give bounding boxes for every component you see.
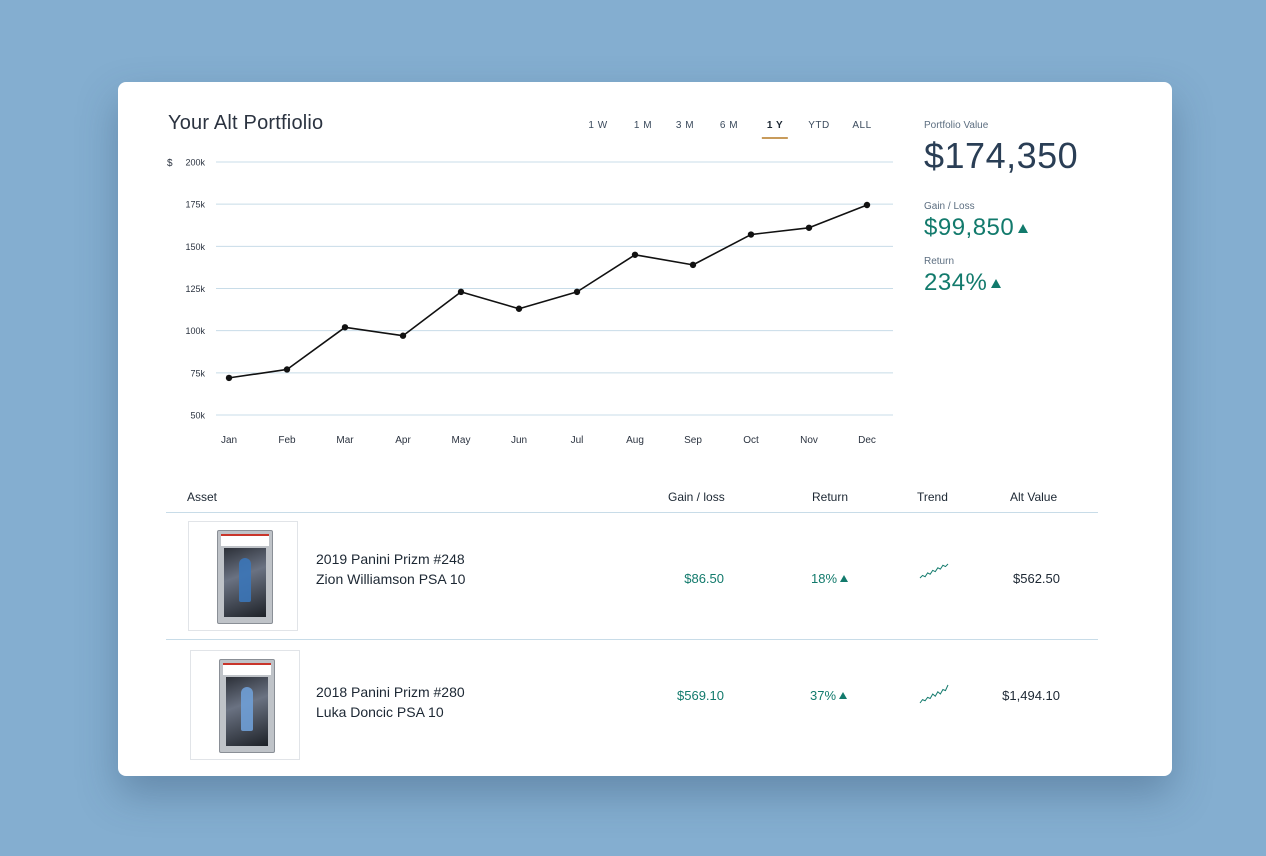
asset-name-line1: 2019 Panini Prizm #248 — [316, 551, 465, 567]
return-row: 234% — [924, 269, 1078, 297]
y-tick-label: 50k — [190, 411, 205, 421]
portfolio-summary: Portfolio Value $174,350 Gain / Loss $99… — [924, 120, 1078, 297]
portfolio-value-label: Portfolio Value — [924, 120, 989, 131]
x-tick-label: Mar — [336, 435, 354, 446]
x-tick-label: Jan — [221, 435, 237, 446]
range-tab-3m[interactable]: 3 M — [675, 120, 695, 131]
y-tick-label: 150k — [185, 242, 205, 252]
data-point — [399, 332, 407, 339]
asset-name-line2: Zion Williamson PSA 10 — [316, 571, 466, 587]
trend-sparkline — [919, 563, 949, 579]
header-trend[interactable]: Trend — [917, 490, 948, 504]
x-tick-label: Feb — [278, 435, 296, 446]
y-tick-label: 125k — [185, 284, 205, 294]
graded-card-image — [219, 659, 275, 753]
return-cell: 37% — [810, 688, 848, 703]
data-point — [283, 366, 291, 373]
data-point — [225, 374, 233, 382]
gain-loss-row: $99,850 — [924, 214, 1078, 242]
x-tick-label: Sep — [684, 435, 702, 446]
trend-sparkline — [919, 684, 949, 704]
x-tick-label: Jul — [571, 435, 584, 446]
sparkline-path — [919, 563, 949, 579]
up-arrow-icon — [839, 692, 848, 699]
page-title: Your Alt Portfiolio — [168, 112, 324, 134]
portfolio-card: Your Alt Portfiolio 1 W 1 M 3 M 6 M 1 Y … — [118, 82, 1172, 776]
header-gain-loss[interactable]: Gain / loss — [668, 490, 725, 504]
x-tick-label: Aug — [626, 435, 644, 446]
asset-name[interactable]: 2019 Panini Prizm #248 Zion Williamson P… — [316, 549, 465, 589]
x-tick-label: May — [452, 435, 471, 446]
asset-name-line2: Luka Doncic PSA 10 — [316, 704, 444, 720]
data-point — [805, 224, 813, 231]
series-line — [228, 204, 868, 379]
gain-loss-cell: $86.50 — [684, 571, 724, 586]
x-tick-label: Oct — [743, 435, 759, 446]
card-thumbnail[interactable] — [190, 650, 300, 760]
data-point — [631, 251, 639, 258]
up-arrow-icon — [840, 575, 849, 582]
table-row[interactable]: 2019 Panini Prizm #248 Zion Williamson P… — [166, 513, 1098, 640]
table-row[interactable]: 2018 Panini Prizm #280 Luka Doncic PSA 1… — [166, 640, 1098, 766]
gain-loss-label: Gain / Loss — [924, 201, 975, 212]
header-alt-value[interactable]: Alt Value — [1010, 490, 1058, 504]
header-asset[interactable]: Asset — [187, 490, 218, 504]
alt-value-cell: $1,494.10 — [1002, 688, 1060, 703]
x-tick-label: Jun — [511, 435, 527, 446]
range-tab-1m[interactable]: 1 M — [633, 120, 653, 131]
up-arrow-icon — [1018, 224, 1029, 233]
table-header: Asset Gain / loss Return Trend Alt Value — [166, 480, 1098, 513]
header-return[interactable]: Return — [812, 490, 849, 504]
up-arrow-icon — [991, 279, 1002, 288]
data-point — [747, 231, 755, 238]
gain-loss-value: $99,850 — [924, 214, 1015, 241]
y-tick-label: 75k — [190, 368, 205, 378]
portfolio-value: $174,350 — [924, 135, 1079, 176]
asset-name[interactable]: 2018 Panini Prizm #280 Luka Doncic PSA 1… — [316, 682, 465, 722]
y-axis-unit: $ — [167, 158, 173, 169]
return-cell-value: 18% — [811, 571, 838, 586]
x-tick-label: Nov — [800, 435, 818, 446]
x-tick-label: Apr — [395, 435, 411, 446]
range-tab-ytd[interactable]: YTD — [808, 120, 830, 131]
data-point — [341, 324, 349, 331]
range-tab-6m[interactable]: 6 M — [719, 120, 739, 131]
chart-svg: $200k 175k 150k 125k 100k 75k 50k Jan Feb Mar Apr M… — [167, 158, 893, 446]
sparkline-path — [919, 684, 949, 704]
portfolio-line-chart: $200k 175k 150k 125k 100k 75k 50k Jan Feb Mar Apr M… — [158, 150, 898, 455]
alt-value-cell: $562.50 — [1013, 571, 1060, 586]
range-tab-1w[interactable]: 1 W — [588, 120, 608, 131]
range-tab-1y[interactable]: 1 Y — [761, 120, 789, 139]
range-tab-all[interactable]: ALL — [852, 120, 872, 131]
return-value: 234% — [924, 269, 988, 296]
y-tick-label: 175k — [185, 200, 205, 210]
y-tick-label: 100k — [185, 326, 205, 336]
card-thumbnail[interactable] — [188, 521, 298, 631]
data-point — [457, 288, 465, 296]
asset-name-line1: 2018 Panini Prizm #280 — [316, 684, 465, 700]
data-point — [863, 201, 871, 209]
return-cell-value: 37% — [810, 688, 837, 703]
return-label: Return — [924, 256, 955, 267]
data-point — [573, 288, 581, 296]
data-point — [689, 261, 697, 269]
y-tick-label: 200k — [185, 158, 205, 168]
graded-card-image — [217, 530, 273, 624]
return-cell: 18% — [811, 571, 849, 586]
data-point — [515, 305, 523, 312]
assets-table: Asset Gain / loss Return Trend Alt Value… — [166, 480, 1098, 766]
x-tick-label: Dec — [858, 435, 876, 446]
gain-loss-cell: $569.10 — [677, 688, 724, 703]
